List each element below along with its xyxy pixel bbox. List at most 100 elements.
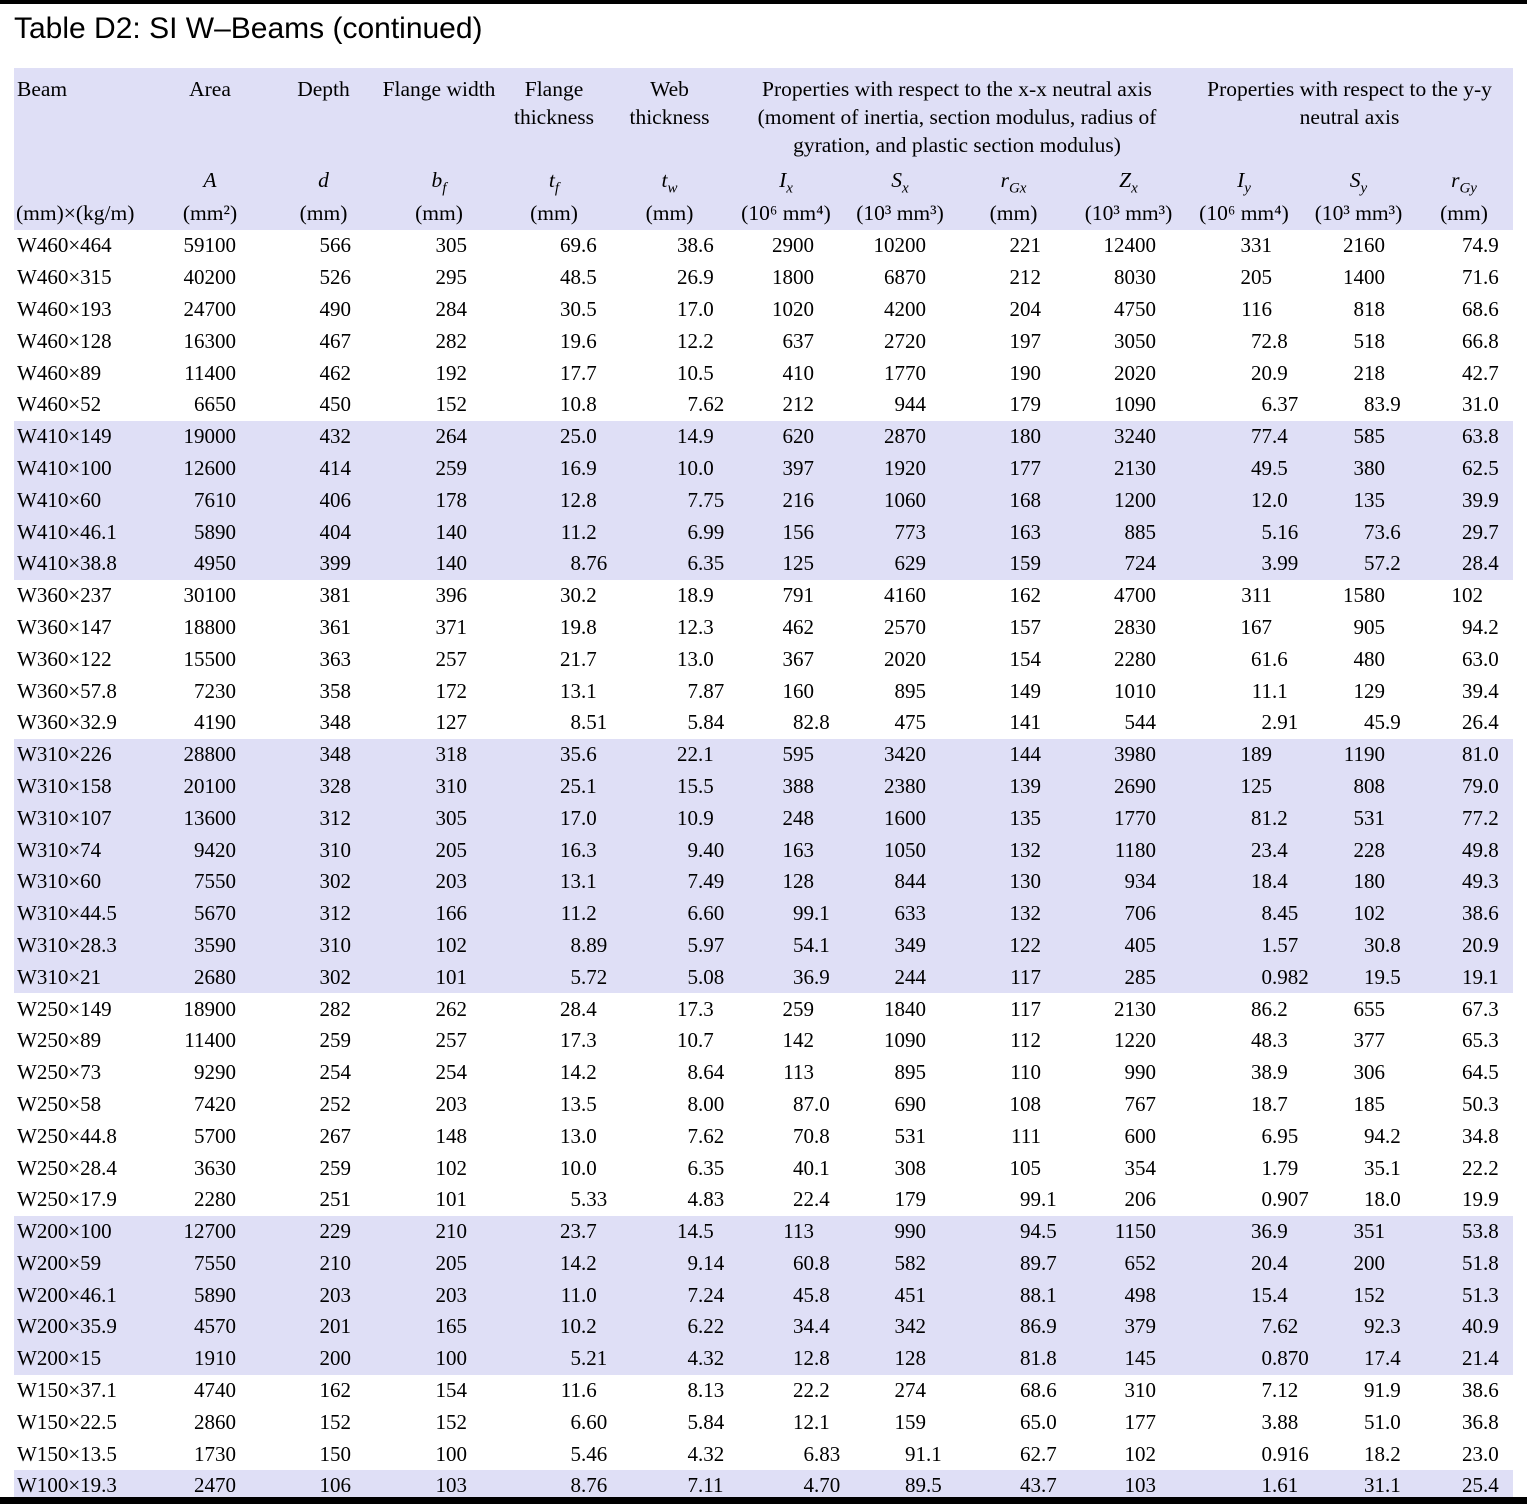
cell-depth: 358 — [319, 678, 352, 703]
cell-flange-thickness: 25.0 — [497, 420, 611, 453]
table-row: W460×464 59100 566 305 69.6 38.6 2900 10200 221 1… — [14, 230, 1513, 262]
cell-area: 20100 — [154, 770, 266, 803]
cell-flange-thickness: 16.3 — [497, 834, 611, 866]
cell-rGx: 221 — [1009, 233, 1042, 258]
cell-rGy: 38.6 — [1415, 897, 1514, 930]
table-row: W150×37.1 4740 162 154 11.6 8.13 22.2 274 68.6 31… — [14, 1375, 1513, 1407]
cell-web-thickness: 5.84 — [687, 710, 725, 735]
cell-Sy: 531 — [1302, 802, 1415, 835]
cell-depth: 229 — [266, 1215, 381, 1248]
symbol-tf: tf — [497, 164, 611, 197]
cell-Sx: 582 — [844, 1247, 956, 1280]
top-rule — [0, 0, 1527, 4]
cell-flange-thickness: 14.2 — [497, 1247, 611, 1280]
cell-Ix: 2900 — [772, 233, 814, 258]
cell-Sx: 1770 — [884, 360, 926, 385]
cell-rGx: 135 — [956, 802, 1071, 835]
cell-beam: W250×149 — [17, 996, 112, 1021]
table-row: W150×13.5 1730 150 100 5.46 4.32 6.83 91.1 62.7 1… — [14, 1438, 1513, 1470]
cell-flange-width: 152 — [435, 1409, 468, 1434]
cell-Iy: 86.2 — [1251, 996, 1288, 1021]
cell-depth: 348 — [266, 738, 381, 771]
cell-web-thickness: 6.60 — [611, 897, 728, 930]
cell-flange-width: 102 — [435, 1155, 468, 1180]
cell-rGx: 122 — [956, 929, 1071, 962]
cell-flange-width: 254 — [435, 1060, 468, 1085]
cell-Iy: 311 — [1241, 583, 1272, 608]
cell-depth: 348 — [319, 710, 352, 735]
table-row: W460×52 6650 450 152 10.8 7.62 212 944 179 1090 6.… — [14, 389, 1513, 421]
table-row: W410×149 19000 432 264 25.0 14.9 620 2870 180 324… — [14, 420, 1514, 453]
cell-area: 6650 — [194, 392, 236, 417]
cell-Iy: 5.16 — [1186, 516, 1302, 548]
cell-Sx: 944 — [894, 392, 927, 417]
cell-flange-width: 396 — [435, 583, 468, 608]
cell-flange-width: 203 — [381, 865, 497, 898]
cell-Ix: 397 — [728, 452, 844, 485]
cell-flange-thickness: 5.72 — [497, 961, 611, 994]
cell-Iy: 48.3 — [1251, 1028, 1288, 1053]
cell-Zx: 1090 — [1114, 392, 1156, 417]
cell-rGy: 74.9 — [1462, 233, 1499, 258]
cell-Sy: 73.6 — [1302, 516, 1415, 548]
cell-beam: W250×89 — [17, 1028, 102, 1053]
cell-area: 7550 — [154, 1247, 266, 1280]
cell-area: 7230 — [194, 678, 236, 703]
cell-depth: 210 — [266, 1247, 381, 1280]
table-row: W250×44.8 5700 267 148 13.0 7.62 70.8 531 111 600… — [14, 1120, 1513, 1152]
cell-area: 12600 — [154, 452, 266, 485]
col-header-xx-group: Properties with respect to the x-x neutr… — [728, 68, 1186, 164]
cell-beam: W310×21 — [14, 961, 154, 994]
table-row: W250×28.4 3630 259 102 10.0 6.35 40.1 308 105 354… — [14, 1152, 1513, 1184]
cell-flange-thickness: 11.2 — [497, 516, 611, 548]
cell-Ix: 12.1 — [793, 1409, 830, 1434]
cell-Iy: 61.6 — [1251, 646, 1288, 671]
cell-rGx: 81.8 — [956, 1342, 1071, 1375]
cell-area: 2470 — [154, 1470, 266, 1502]
cell-Sx: 1060 — [844, 484, 956, 517]
cell-flange-thickness: 19.8 — [560, 614, 597, 639]
cell-Zx: 2690 — [1071, 770, 1186, 803]
cell-Sx: 3420 — [844, 738, 956, 771]
col-header-area: Area — [154, 68, 266, 164]
cell-Ix: 142 — [782, 1028, 815, 1053]
cell-Sy: 17.4 — [1302, 1342, 1415, 1375]
table-row: W200×46.1 5890 203 203 11.0 7.24 45.8 451 88.1 49… — [14, 1279, 1514, 1312]
cell-rGx: 212 — [1009, 265, 1042, 290]
cell-rGx: 163 — [956, 516, 1071, 548]
cell-rGx: 159 — [956, 547, 1071, 580]
cell-beam: W250×73 — [17, 1060, 102, 1085]
cell-Zx: 934 — [1071, 865, 1186, 898]
cell-flange-thickness: 5.21 — [497, 1342, 611, 1375]
cell-rGy: 49.3 — [1415, 865, 1514, 898]
cell-Ix: 125 — [728, 547, 844, 580]
cell-rGy: 67.3 — [1462, 996, 1499, 1021]
table-row: W200×100 12700 229 210 23.7 14.5 113 990 94.5 115… — [14, 1215, 1514, 1248]
cell-Iy: 167 — [1240, 614, 1273, 639]
cell-depth: 526 — [319, 265, 352, 290]
col-header-yy-group: Properties with respect to the y-y neutr… — [1186, 68, 1514, 164]
cell-Zx: 1010 — [1114, 678, 1156, 703]
cell-Iy: 20.4 — [1186, 1247, 1302, 1280]
cell-web-thickness: 5.08 — [611, 961, 728, 994]
cell-web-thickness: 6.22 — [611, 1311, 728, 1343]
cell-flange-thickness: 10.2 — [497, 1311, 611, 1343]
symbol-Ix: Ix — [728, 164, 844, 197]
cell-flange-thickness: 13.1 — [497, 865, 611, 898]
unit-Zx: (10³ mm³) — [1071, 197, 1186, 230]
cell-Sy: 377 — [1353, 1028, 1386, 1053]
cell-depth: 106 — [266, 1470, 381, 1502]
cell-Sx: 6870 — [884, 265, 926, 290]
cell-Iy: 331 — [1240, 233, 1273, 258]
cell-Sy: 351 — [1302, 1215, 1415, 1248]
cell-Sy: 45.9 — [1364, 710, 1401, 735]
cell-rGx: 117 — [956, 961, 1071, 994]
cell-Ix: 595 — [728, 738, 844, 771]
cell-Iy: 77.4 — [1186, 420, 1302, 453]
cell-flange-thickness: 11.2 — [497, 897, 611, 930]
cell-Sx: 1920 — [844, 452, 956, 485]
cell-Sy: 30.8 — [1302, 929, 1415, 962]
cell-depth: 203 — [266, 1279, 381, 1312]
cell-depth: 462 — [319, 360, 352, 385]
cell-area: 15500 — [183, 646, 237, 671]
